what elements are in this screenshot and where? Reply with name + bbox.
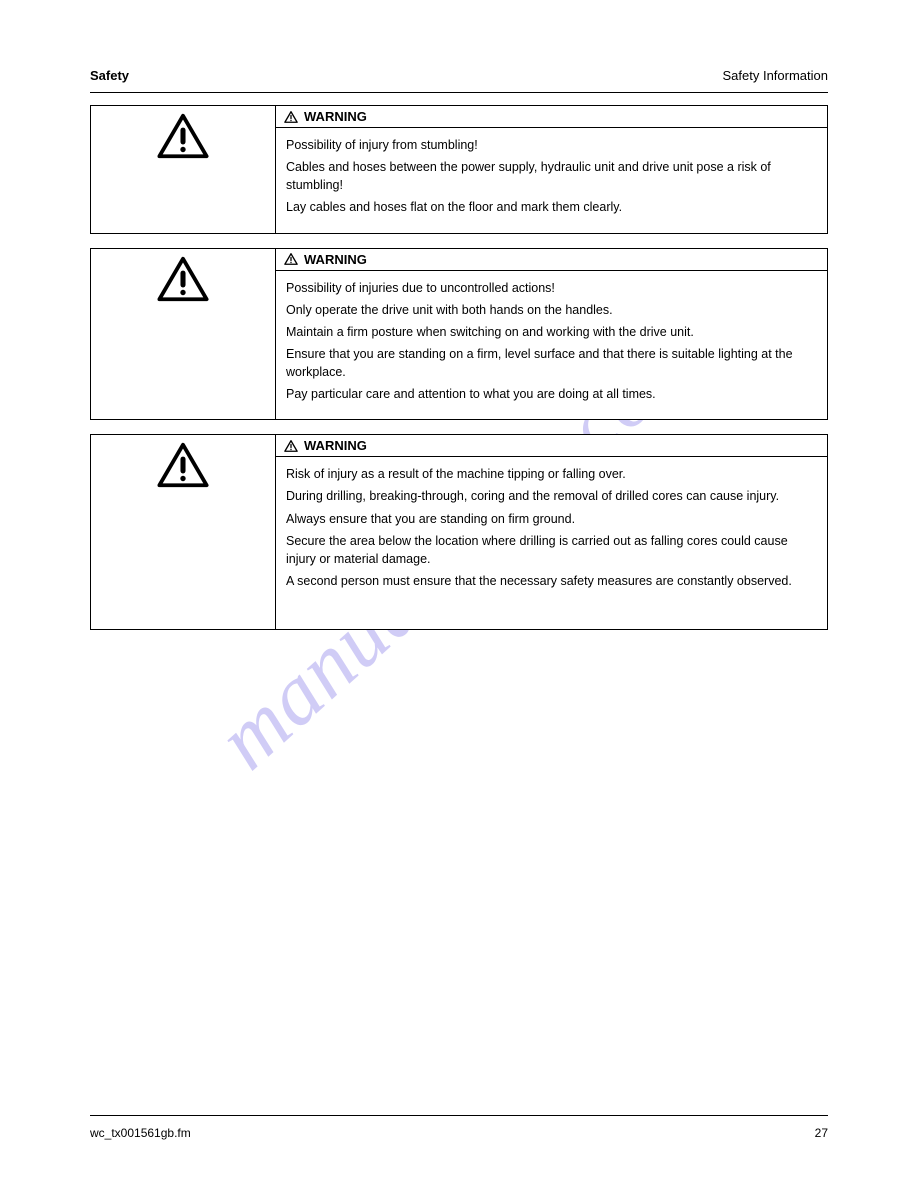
warning-label: WARNING xyxy=(304,438,367,453)
warning-icon-cell xyxy=(91,106,276,233)
warning-label-bar: WARNING xyxy=(276,435,827,457)
warning-content: WARNING Possibility of injury from stumbl… xyxy=(276,106,827,233)
warning-line: During drilling, breaking-through, corin… xyxy=(286,487,817,505)
footer-rule xyxy=(90,1115,828,1116)
page: Safety Safety Information manualshive.co… xyxy=(0,0,918,1188)
warning-body: Risk of injury as a result of the machin… xyxy=(276,457,827,606)
warning-line: Cables and hoses between the power suppl… xyxy=(286,158,817,194)
warning-mini-icon xyxy=(284,110,298,124)
warning-box: WARNING Risk of injury as a result of the… xyxy=(90,434,828,630)
warning-label-bar: WARNING xyxy=(276,249,827,271)
warning-line: Ensure that you are standing on a firm, … xyxy=(286,345,817,381)
warning-lead: Possibility of injuries due to uncontrol… xyxy=(286,279,817,297)
warning-content: WARNING Risk of injury as a result of the… xyxy=(276,435,827,629)
warning-line: Lay cables and hoses flat on the floor a… xyxy=(286,198,817,216)
warning-line: Always ensure that you are standing on f… xyxy=(286,510,817,528)
warning-mini-icon xyxy=(284,439,298,453)
warning-label: WARNING xyxy=(304,252,367,267)
warning-body: Possibility of injuries due to uncontrol… xyxy=(276,271,827,420)
warning-label-bar: WARNING xyxy=(276,106,827,128)
warning-line: Pay particular care and attention to wha… xyxy=(286,385,817,403)
warning-box: WARNING Possibility of injury from stumbl… xyxy=(90,105,828,234)
warning-line: Secure the area below the location where… xyxy=(286,532,817,568)
warning-triangle-icon xyxy=(156,112,210,160)
warning-blocks: WARNING Possibility of injury from stumbl… xyxy=(90,105,828,644)
warning-body: Possibility of injury from stumbling! Cab… xyxy=(276,128,827,233)
header-right: Safety Information xyxy=(723,68,829,83)
warning-icon-cell xyxy=(91,249,276,420)
warning-mini-icon xyxy=(284,252,298,266)
warning-lead: Risk of injury as a result of the machin… xyxy=(286,465,817,483)
warning-line: Only operate the drive unit with both ha… xyxy=(286,301,817,319)
warning-line: Maintain a firm posture when switching o… xyxy=(286,323,817,341)
warning-box: WARNING Possibility of injuries due to un… xyxy=(90,248,828,421)
footer-left: wc_tx001561gb.fm xyxy=(90,1126,191,1140)
footer-right: 27 xyxy=(815,1126,828,1140)
warning-triangle-icon xyxy=(156,255,210,303)
warning-lead: Possibility of injury from stumbling! xyxy=(286,136,817,154)
warning-line: A second person must ensure that the nec… xyxy=(286,572,817,590)
header-rule xyxy=(90,92,828,93)
header-left: Safety xyxy=(90,68,129,83)
warning-label: WARNING xyxy=(304,109,367,124)
warning-triangle-icon xyxy=(156,441,210,489)
warning-icon-cell xyxy=(91,435,276,629)
warning-content: WARNING Possibility of injuries due to un… xyxy=(276,249,827,420)
